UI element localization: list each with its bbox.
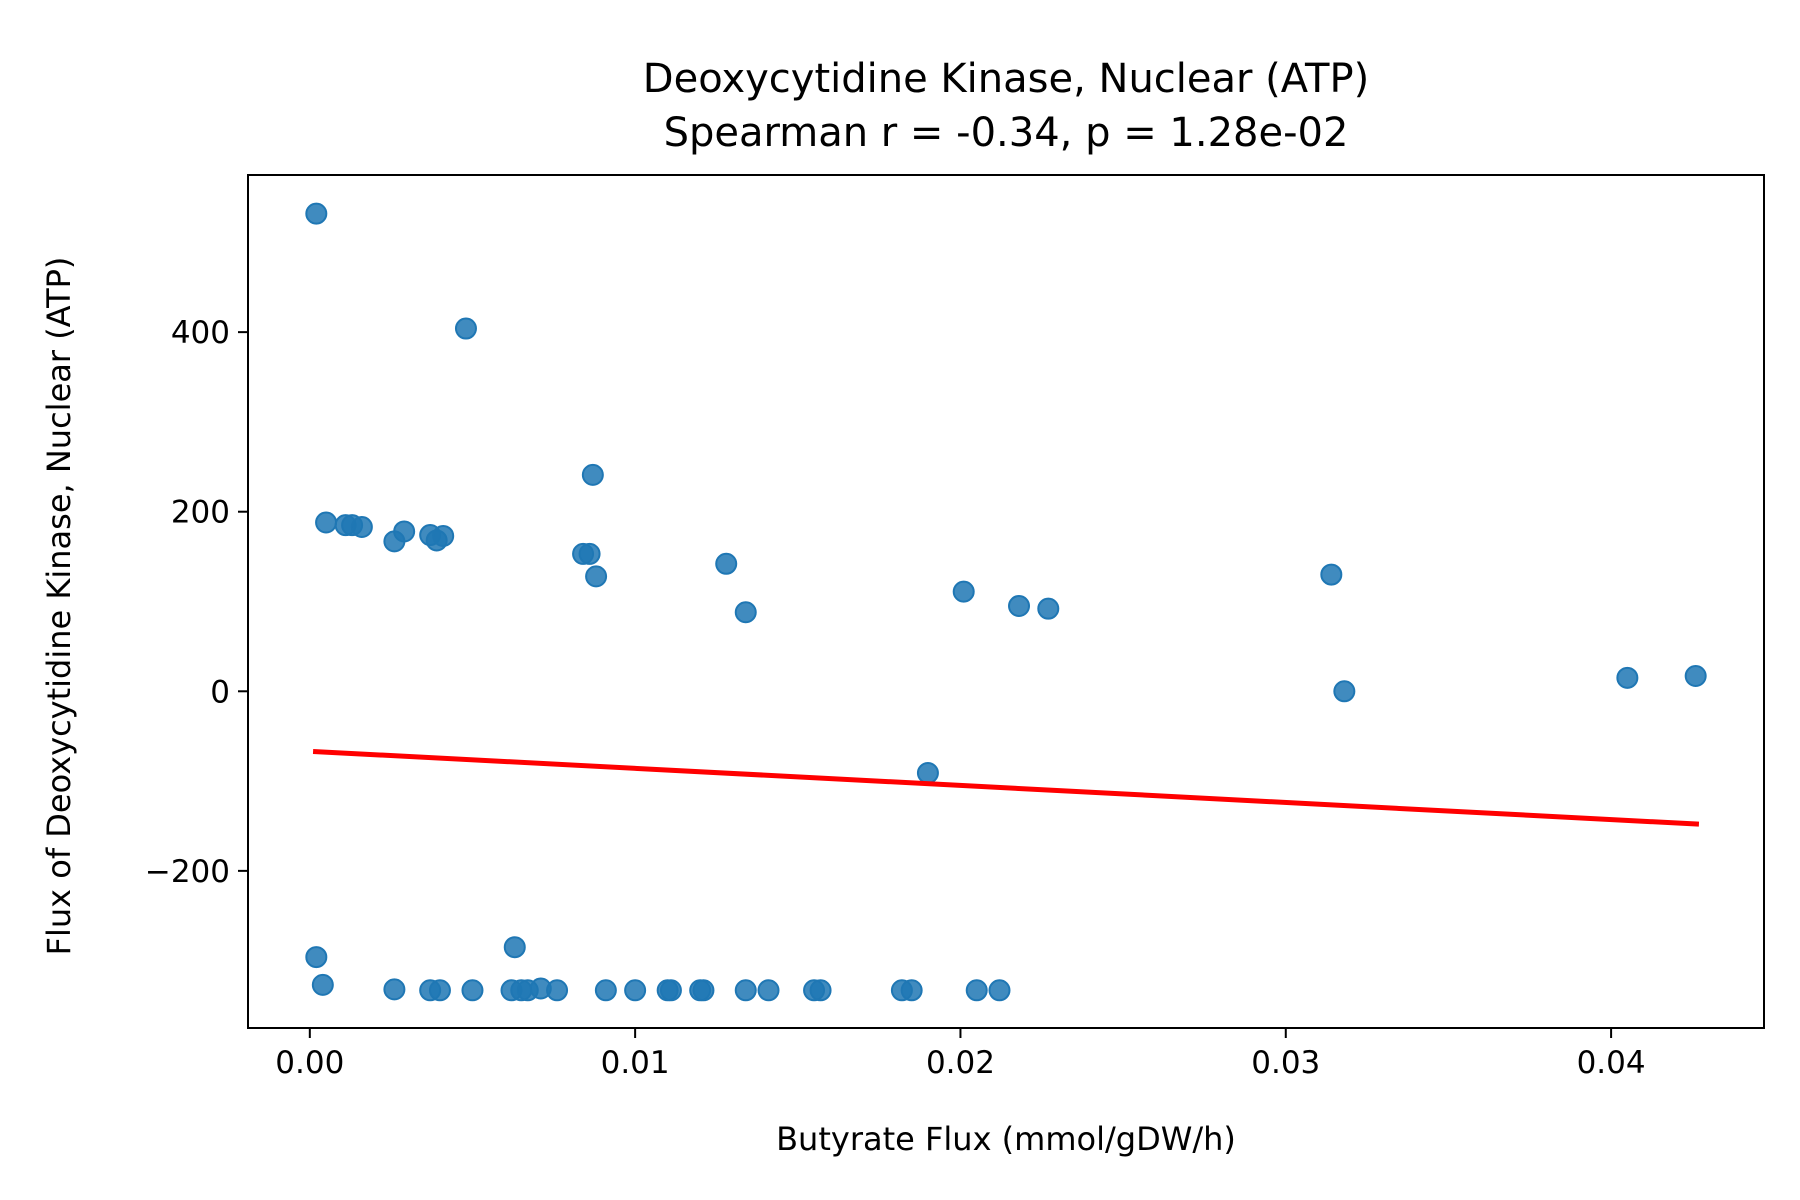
data-point: [988, 979, 1011, 1002]
data-point: [311, 973, 334, 996]
data-point: [1684, 665, 1707, 688]
data-point: [305, 202, 328, 225]
x-tick-label: 0.03: [1251, 1045, 1320, 1081]
data-point: [503, 936, 526, 959]
plot-area: 0.00 0.01 0.02 0.03 0.04 −200 0 200 400: [145, 174, 1765, 1081]
data-point: [578, 542, 601, 565]
data-point: [734, 601, 757, 624]
data-point: [809, 979, 832, 1002]
data-point: [1037, 597, 1060, 620]
data-point: [383, 978, 406, 1001]
y-tick-label: 400: [171, 315, 230, 351]
data-point: [428, 979, 451, 1002]
data-point: [305, 946, 328, 969]
data-point: [454, 317, 477, 340]
data-point: [692, 979, 715, 1002]
data-point: [1333, 680, 1356, 703]
data-point: [757, 979, 780, 1002]
data-point: [1616, 666, 1639, 689]
chart-subtitle: Spearman r = -0.34, p = 1.28e-02: [664, 110, 1349, 156]
y-axis-label: Flux of Deoxycytidine Kinase, Nuclear (A…: [40, 257, 78, 956]
chart-title: Deoxycytidine Kinase, Nuclear (ATP): [643, 56, 1369, 102]
x-tick-label: 0.04: [1577, 1045, 1646, 1081]
data-point: [1008, 594, 1031, 617]
y-tick-label: 200: [171, 495, 230, 531]
data-point: [585, 565, 608, 588]
data-point: [315, 511, 338, 534]
data-point: [432, 524, 455, 547]
data-point: [624, 979, 647, 1002]
data-point: [350, 515, 373, 538]
data-point: [734, 979, 757, 1002]
axes-frame: [247, 174, 1765, 1029]
data-point: [900, 979, 923, 1002]
data-point: [1320, 563, 1343, 586]
trend-line: [312, 748, 1700, 827]
data-point: [965, 979, 988, 1002]
data-point: [594, 979, 617, 1002]
x-tick-label: 0.02: [926, 1045, 995, 1081]
x-tick-label: 0.01: [601, 1045, 670, 1081]
x-axis-label: Butyrate Flux (mmol/gDW/h): [776, 1120, 1236, 1158]
y-tick-label: 0: [210, 674, 230, 710]
data-point: [715, 552, 738, 575]
data-point: [916, 761, 939, 784]
y-tick-label: −200: [145, 854, 230, 890]
data-point: [546, 979, 569, 1002]
data-point: [952, 580, 975, 603]
data-point: [581, 463, 604, 486]
data-point: [383, 530, 406, 553]
data-point: [461, 979, 484, 1002]
data-point: [659, 979, 682, 1002]
x-tick-label: 0.00: [275, 1045, 344, 1081]
